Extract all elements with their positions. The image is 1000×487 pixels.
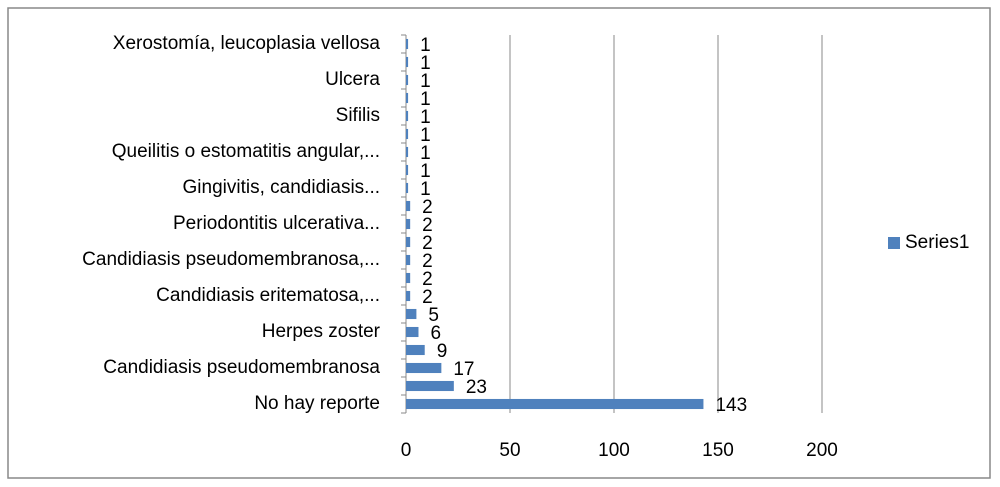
y-tick-label: Herpes zoster	[262, 321, 381, 342]
data-label: 1	[420, 35, 431, 56]
bar	[406, 272, 411, 284]
y-tick-label: No hay reporte	[254, 393, 380, 414]
bar	[406, 362, 442, 374]
data-label: 1	[420, 53, 431, 74]
y-tick-label: Sifilis	[336, 105, 380, 126]
y-tick-label: Gingivitis, candidiasis...	[183, 177, 380, 198]
y-tick-label: Candidiasis pseudomembranosa	[103, 357, 380, 378]
bar	[406, 164, 409, 176]
bar	[406, 92, 409, 104]
x-tick-label: 0	[401, 440, 412, 461]
data-label: 143	[715, 395, 747, 416]
x-tick-label: 100	[598, 440, 630, 461]
data-label: 2	[422, 269, 433, 290]
data-label: 17	[453, 359, 474, 380]
data-label: 23	[466, 377, 487, 398]
x-tick-label: 200	[806, 440, 838, 461]
bar	[406, 74, 409, 86]
y-tick-label: Xerostomía, leucoplasia vellosa	[113, 33, 381, 54]
bar	[406, 110, 409, 122]
data-label: 2	[422, 233, 433, 254]
bar	[406, 344, 425, 356]
data-label: 1	[420, 71, 431, 92]
data-label: 5	[428, 305, 439, 326]
data-label: 1	[420, 107, 431, 128]
bar	[406, 56, 409, 68]
data-label: 2	[422, 251, 433, 272]
bar	[406, 254, 411, 266]
legend-label: Series1	[905, 232, 969, 253]
data-label: 9	[437, 341, 448, 362]
legend-swatch	[888, 237, 900, 249]
data-label: 2	[422, 215, 433, 236]
bar	[406, 200, 411, 212]
bar	[406, 146, 409, 158]
data-label: 1	[420, 143, 431, 164]
bar	[406, 308, 417, 320]
data-label: 2	[422, 287, 433, 308]
y-tick-label: Ulcera	[325, 69, 380, 90]
x-tick-label: 50	[499, 440, 520, 461]
data-label: 1	[420, 125, 431, 146]
bar	[406, 38, 409, 50]
bar	[406, 290, 411, 302]
bar	[406, 326, 419, 338]
data-label: 1	[420, 179, 431, 200]
bar	[406, 236, 411, 248]
bar	[406, 380, 454, 392]
bar	[406, 398, 704, 410]
y-tick-label: Queilitis o estomatitis angular,...	[112, 141, 380, 162]
data-label: 1	[420, 161, 431, 182]
y-tick-label: Candidiasis eritematosa,...	[156, 285, 380, 306]
bar	[406, 128, 409, 140]
x-tick-label: 150	[702, 440, 734, 461]
y-tick-label: Candidiasis pseudomembranosa,...	[82, 249, 380, 270]
data-label: 2	[422, 197, 433, 218]
y-tick-label: Periodontitis ulcerativa...	[173, 213, 380, 234]
data-label: 6	[430, 323, 441, 344]
bar	[406, 182, 409, 194]
bar	[406, 218, 411, 230]
data-label: 1	[420, 89, 431, 110]
